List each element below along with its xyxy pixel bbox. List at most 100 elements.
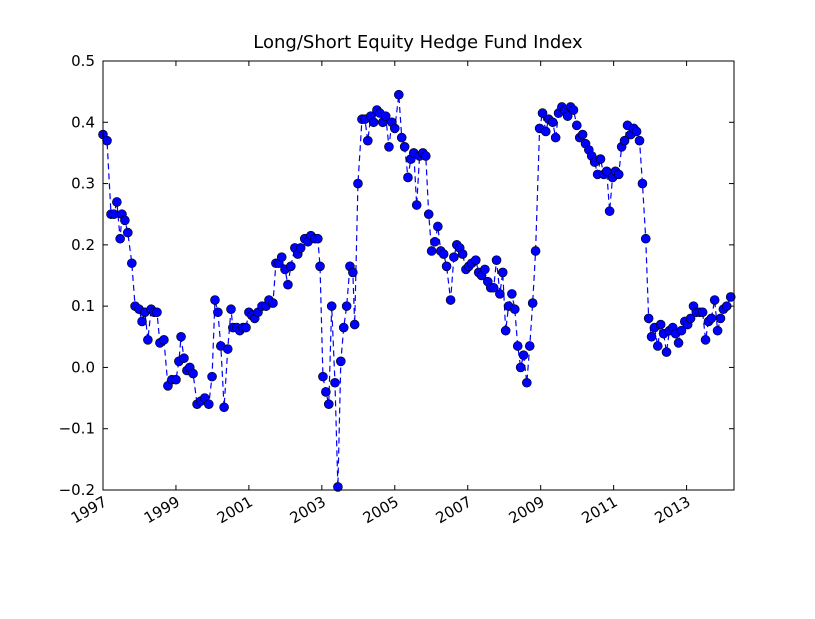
data-point [420,151,431,161]
data-point [179,353,189,364]
data-point [321,387,331,397]
data-point [219,402,229,413]
plot-frame [102,60,735,491]
data-point [685,313,696,324]
data-point [697,307,708,318]
data-point [326,301,337,311]
data-point [500,325,511,336]
data-point [143,335,153,345]
y-tick-label: 0.1 [71,297,95,315]
data-point [634,135,645,146]
data-point [562,111,573,121]
data-point [318,371,328,382]
data-point [643,313,654,324]
data-point [102,135,112,146]
data-point [441,261,452,272]
data-point [540,126,551,137]
data-point [480,264,490,275]
data-point [120,215,130,226]
chart-title: Long/Short Equity Hedge Fund Index [253,32,583,53]
data-point [115,233,125,244]
data-point [488,282,499,293]
data-point [338,322,349,333]
data-point [646,331,657,342]
data-point [226,304,236,315]
data-point [159,335,169,345]
data-point [399,142,410,152]
data-point [495,289,505,299]
data-point [640,233,651,244]
data-point [403,172,413,183]
data-point [430,236,440,247]
data-point [515,362,526,373]
data-point [524,341,535,351]
data-point [577,129,588,140]
data-point [426,246,437,256]
data-point [527,298,538,308]
data-point [411,200,422,210]
data-point [368,117,379,128]
data-point [530,246,541,256]
data-point [384,142,394,152]
data-point [709,295,720,305]
data-point [188,368,198,379]
data-point [210,295,220,305]
data-point [283,279,293,290]
data-point [341,301,352,311]
data-point [661,347,672,357]
data-point [433,221,443,232]
y-tick-label: 0.3 [71,175,95,193]
data-point [176,331,186,342]
data-point [353,178,363,189]
data-point [550,132,561,143]
data-point [619,135,630,146]
data-point [333,482,343,492]
y-tick-label: 0.4 [71,113,95,131]
data-point [171,374,181,385]
data-point [604,206,615,216]
data-point [537,108,548,118]
data-point [631,126,642,137]
y-tick-label: −0.1 [59,420,95,438]
y-tick-label: 0.2 [71,236,95,254]
data-point [497,267,508,278]
data-point [112,197,122,207]
data-point [152,307,162,318]
data-point [276,252,287,262]
data-point [123,227,133,238]
data-point [213,307,223,318]
data-point [380,111,391,121]
data-point [652,341,663,351]
data-point [509,304,520,315]
data-point [389,123,400,134]
y-tick-label: 0.0 [71,358,95,376]
data-point [449,252,459,262]
data-point [137,316,147,327]
data-point [423,209,434,220]
data-point [336,356,346,367]
data-point [396,132,407,143]
data-point [637,178,648,189]
data-point [518,350,529,360]
data-point [323,399,334,410]
data-point [457,249,468,259]
data-point [363,135,373,146]
data-point [127,258,137,269]
data-point [491,255,502,265]
data-point [348,267,358,278]
data-point [268,298,278,308]
data-point [315,261,325,272]
data-point [655,319,666,330]
data-point [706,313,717,324]
data-point [547,117,558,128]
data-point [522,377,532,388]
data-point [330,377,340,388]
data-point [203,399,214,410]
data-point [725,292,736,302]
data-point [715,313,726,324]
y-tick-label: −0.2 [59,481,95,499]
data-point [313,233,323,244]
data-point [109,209,119,220]
data-point [507,289,517,299]
